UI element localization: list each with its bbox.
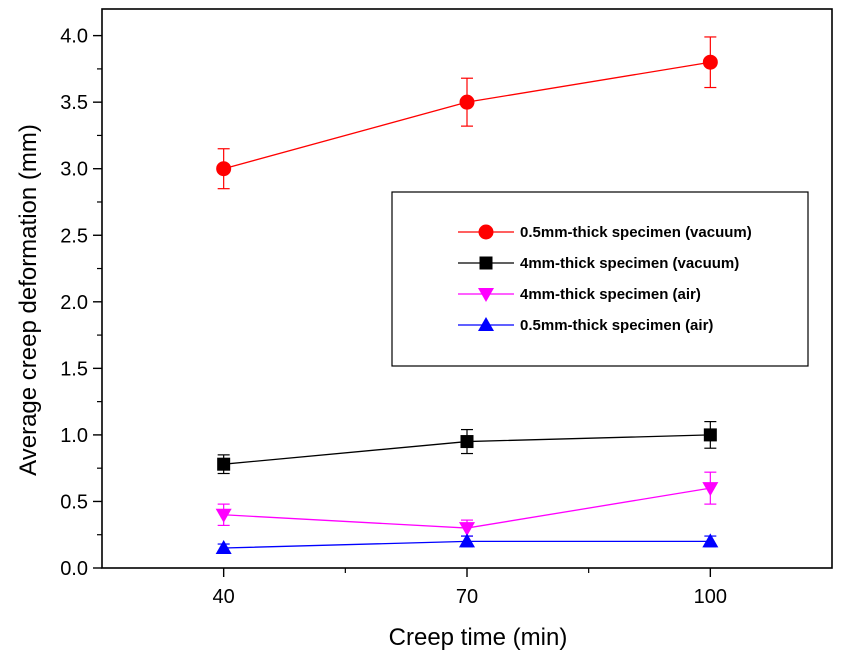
x-axis-title: Creep time (min) <box>389 624 568 651</box>
x-tick-label: 100 <box>694 586 727 608</box>
y-tick-label: 4.0 <box>60 26 88 48</box>
y-tick-label: 2.0 <box>60 292 88 314</box>
y-axis-title: Average creep deformation (mm) <box>15 124 42 476</box>
data-point <box>217 457 231 471</box>
x-tick-label: 40 <box>213 586 235 608</box>
data-point <box>702 533 719 548</box>
legend-label: 0.5mm-thick specimen (vacuum) <box>520 224 752 241</box>
legend-marker <box>478 317 494 331</box>
data-point <box>215 540 232 555</box>
data-point <box>459 533 475 548</box>
legend-box <box>391 191 809 367</box>
legend: 0.5mm-thick specimen (vacuum) 4mm-thick s… <box>391 191 809 367</box>
legend-marker <box>478 288 494 302</box>
data-point <box>702 54 718 70</box>
y-tick-label: 3.5 <box>60 92 88 114</box>
legend-marker <box>479 256 493 270</box>
y-tick-label: 3.0 <box>60 159 88 181</box>
y-tick-label: 1.5 <box>60 358 88 380</box>
x-tick-label: 70 <box>456 586 478 608</box>
data-point <box>702 482 719 497</box>
legend-marker <box>478 224 494 240</box>
legend-label: 4mm-thick specimen (air) <box>520 286 701 303</box>
plot-area: 0.0 0.5 1.0 1.5 2.0 2.5 3.0 3.5 4.0 40 70 100 <box>60 8 833 608</box>
y-tick-label: 0.5 <box>60 491 88 513</box>
data-point <box>459 522 475 537</box>
data-point <box>460 435 474 449</box>
data-point <box>215 508 232 523</box>
data-point <box>459 94 475 110</box>
data-point <box>703 428 717 442</box>
y-tick-label: 0.0 <box>60 558 88 580</box>
y-tick-label: 1.0 <box>60 425 88 447</box>
data-point <box>216 161 232 177</box>
y-tick-label: 2.5 <box>60 225 88 247</box>
legend-label: 0.5mm-thick specimen (air) <box>520 317 713 334</box>
legend-label: 4mm-thick specimen (vacuum) <box>520 255 739 272</box>
